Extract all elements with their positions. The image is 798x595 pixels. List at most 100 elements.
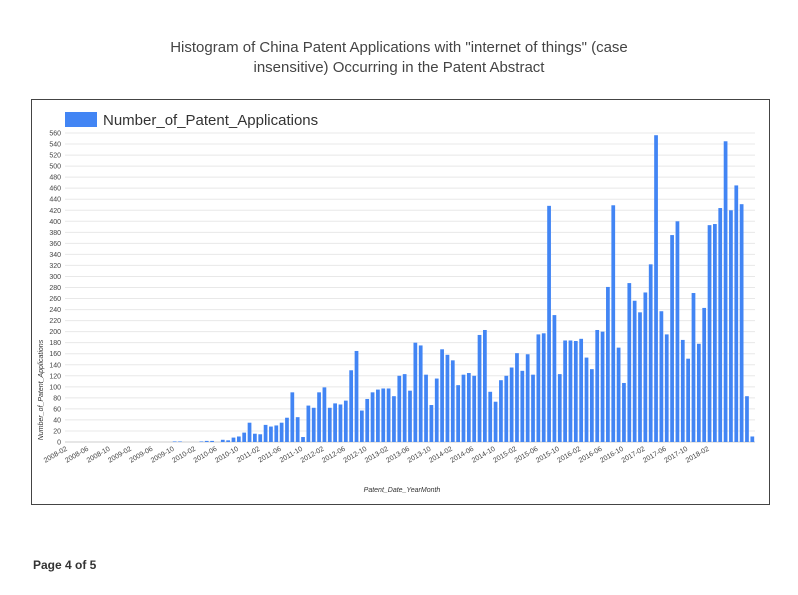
bar[interactable] <box>311 407 316 442</box>
bar[interactable] <box>520 370 525 442</box>
bar[interactable] <box>547 205 551 442</box>
bar[interactable] <box>466 373 471 442</box>
bar[interactable] <box>670 235 674 442</box>
bar[interactable] <box>301 437 305 442</box>
bar[interactable] <box>664 334 669 442</box>
bar[interactable] <box>557 374 562 442</box>
bar[interactable] <box>445 354 450 442</box>
bar[interactable] <box>402 374 407 442</box>
bar[interactable] <box>263 424 268 442</box>
bar[interactable] <box>589 369 594 442</box>
bar[interactable] <box>488 391 493 442</box>
bar[interactable] <box>525 354 530 442</box>
bar[interactable] <box>354 350 359 442</box>
bar[interactable] <box>739 204 744 442</box>
bar[interactable] <box>568 340 573 442</box>
bar[interactable] <box>408 390 412 442</box>
bar[interactable] <box>285 417 289 442</box>
bar[interactable] <box>499 380 503 442</box>
bar[interactable] <box>563 340 567 442</box>
bar[interactable] <box>622 382 626 442</box>
bar[interactable] <box>392 396 396 442</box>
bar[interactable] <box>531 374 535 442</box>
bar[interactable] <box>734 185 739 443</box>
bar[interactable] <box>199 441 204 442</box>
bar[interactable] <box>242 432 247 442</box>
bar[interactable] <box>686 358 691 442</box>
bar[interactable] <box>632 300 637 442</box>
bar[interactable] <box>381 388 386 442</box>
bar[interactable] <box>317 392 321 442</box>
bar[interactable] <box>210 440 214 442</box>
bar[interactable] <box>729 210 733 442</box>
bar[interactable] <box>204 440 209 442</box>
bar[interactable] <box>648 264 653 442</box>
bar[interactable] <box>461 374 466 442</box>
bar[interactable] <box>691 293 696 442</box>
bar[interactable] <box>600 331 605 442</box>
bar[interactable] <box>290 392 295 442</box>
bar[interactable] <box>627 283 632 442</box>
bar[interactable] <box>723 141 728 442</box>
bar[interactable] <box>483 329 487 442</box>
bar[interactable] <box>702 307 707 442</box>
bar[interactable] <box>493 401 498 442</box>
legend[interactable]: Number_of_Patent_Applications <box>65 112 318 129</box>
bar[interactable] <box>440 349 444 442</box>
bar[interactable] <box>258 434 263 442</box>
bar[interactable] <box>680 339 685 442</box>
bar[interactable] <box>376 389 380 442</box>
bar[interactable] <box>606 286 610 442</box>
bar[interactable] <box>338 404 343 442</box>
bar[interactable] <box>584 357 589 442</box>
bar[interactable] <box>595 329 600 442</box>
bar[interactable] <box>349 370 354 442</box>
bar[interactable] <box>745 396 749 442</box>
bar[interactable] <box>343 400 348 442</box>
bar[interactable] <box>322 387 327 442</box>
bar[interactable] <box>397 375 402 442</box>
bar[interactable] <box>718 208 723 442</box>
bar[interactable] <box>274 425 279 442</box>
bar[interactable] <box>178 441 182 442</box>
bar[interactable] <box>579 338 584 442</box>
bar[interactable] <box>456 385 461 442</box>
bar[interactable] <box>696 343 701 442</box>
bar[interactable] <box>659 311 664 442</box>
bar[interactable] <box>643 292 648 442</box>
bar[interactable] <box>359 410 364 442</box>
bar[interactable] <box>515 353 519 442</box>
bar[interactable] <box>509 367 514 442</box>
bar[interactable] <box>654 135 658 442</box>
bar[interactable] <box>477 334 482 442</box>
bar[interactable] <box>418 345 423 442</box>
bar[interactable] <box>370 392 375 442</box>
bar[interactable] <box>707 225 712 442</box>
bar[interactable] <box>638 312 642 442</box>
bar[interactable] <box>429 405 434 442</box>
bar[interactable] <box>536 334 541 442</box>
bar[interactable] <box>450 360 455 442</box>
bar[interactable] <box>172 441 177 442</box>
bar[interactable] <box>247 422 252 442</box>
bar[interactable] <box>616 347 621 442</box>
bar[interactable] <box>713 224 717 442</box>
bar[interactable] <box>295 417 300 442</box>
bar[interactable] <box>236 436 241 442</box>
bar[interactable] <box>541 333 546 442</box>
bar[interactable] <box>333 403 337 443</box>
bar[interactable] <box>750 436 755 442</box>
bar[interactable] <box>386 388 391 442</box>
bar[interactable] <box>424 374 428 442</box>
bar[interactable] <box>675 221 680 442</box>
bar[interactable] <box>365 398 370 442</box>
bar[interactable] <box>253 433 257 442</box>
bar[interactable] <box>504 375 509 442</box>
bar[interactable] <box>552 315 557 442</box>
bar[interactable] <box>573 341 578 442</box>
bar[interactable] <box>327 407 332 442</box>
bar[interactable] <box>611 205 616 442</box>
bar[interactable] <box>306 405 311 442</box>
bar[interactable] <box>226 440 231 442</box>
bar[interactable] <box>279 422 284 442</box>
